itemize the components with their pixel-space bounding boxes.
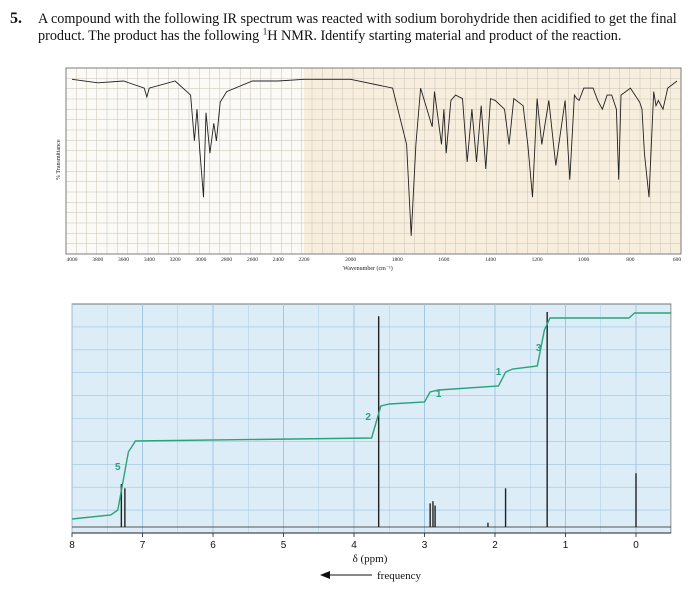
nmr-x-tick-labels: 8 7 6 5 4 3 2 1 0 <box>69 533 639 551</box>
question-superscript: 1 <box>262 26 268 37</box>
integration-label: 2 <box>365 412 371 423</box>
question-text-part2: H NMR. Identify starting material and pr… <box>267 28 622 44</box>
nmr-x-tick-label: 6 <box>210 540 216 551</box>
frequency-arrow <box>320 571 372 579</box>
frequency-label: frequency <box>377 570 421 582</box>
nmr-x-tick-label: 5 <box>281 540 287 551</box>
arrow-left-icon <box>320 571 330 579</box>
nmr-peaks <box>72 312 671 528</box>
integration-label: 1 <box>496 367 502 378</box>
integration-label: 3 <box>536 343 542 354</box>
nmr-integration-labels: 5 2 1 1 3 <box>115 343 542 473</box>
question-text-part1: A compound with the following IR spectru… <box>38 11 677 44</box>
question-text: A compound with the following IR spectru… <box>38 11 688 45</box>
nmr-x-tick-label: 3 <box>422 540 428 551</box>
nmr-x-tick-label: 7 <box>140 540 146 551</box>
nmr-x-tick-label: 1 <box>563 540 569 551</box>
integration-label: 5 <box>115 462 121 473</box>
nmr-integration-curve <box>71 312 672 520</box>
question-number: 5. <box>10 10 22 27</box>
nmr-x-tick-label: 4 <box>351 540 357 551</box>
nmr-x-axis-label: δ (ppm) <box>353 553 388 565</box>
nmr-x-tick-label: 0 <box>633 540 639 551</box>
nmr-x-tick-label: 8 <box>69 540 75 551</box>
integration-label: 1 <box>436 389 442 400</box>
nmr-x-tick-label: 2 <box>492 540 498 551</box>
